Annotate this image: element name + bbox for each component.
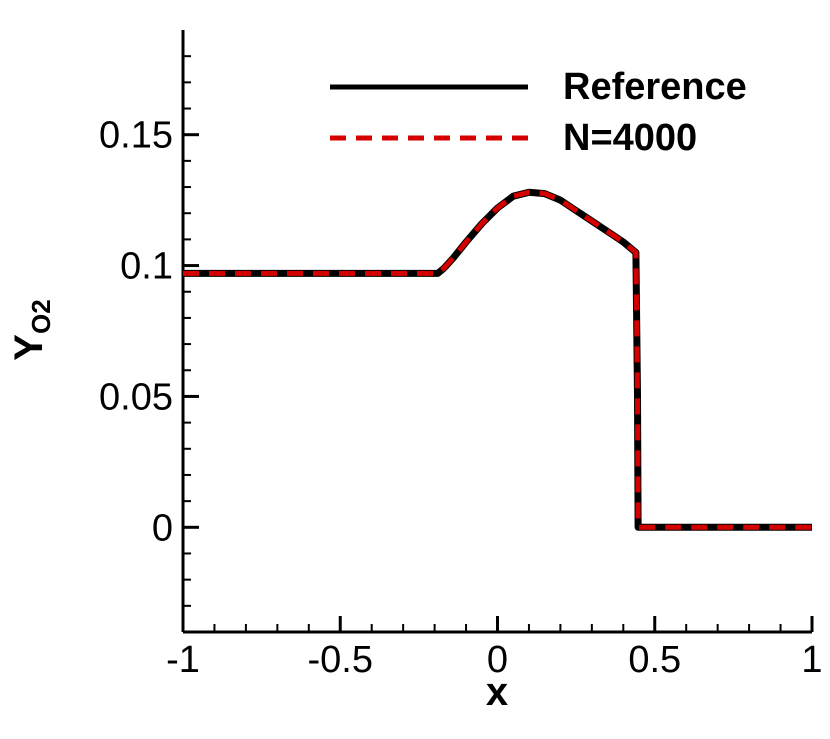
- series-layer: [183, 188, 812, 531]
- y-tick-label: 0.05: [99, 376, 173, 418]
- y-tick-label: 0.15: [99, 115, 173, 157]
- legend-label-n4000: N=4000: [563, 117, 697, 159]
- x-tick-label: 0: [487, 639, 508, 681]
- x-tick-label: -1: [166, 639, 200, 681]
- svg-text:YO2: YO2: [7, 299, 56, 360]
- x-axis-label: x: [486, 670, 508, 714]
- y-tick-label: 0: [152, 507, 173, 549]
- axis-ticks: -1 -0.5 0 0.5 1 0 0.05 0.1 0.15: [99, 55, 823, 681]
- y-tick-label: 0.1: [120, 246, 173, 288]
- x-tick-label: 0.5: [628, 639, 681, 681]
- legend: Reference N=4000: [330, 66, 747, 159]
- y-axis-label: YO2: [7, 299, 56, 360]
- x-tick-label: 1: [801, 639, 822, 681]
- y-axis-label-main: Y: [7, 334, 51, 361]
- legend-label-reference: Reference: [563, 66, 747, 108]
- y-axis-label-subscript: O2: [26, 299, 56, 334]
- x-tick-label: -0.5: [308, 639, 373, 681]
- series-line-n4000: [183, 189, 812, 530]
- series-line-reference: [183, 188, 812, 531]
